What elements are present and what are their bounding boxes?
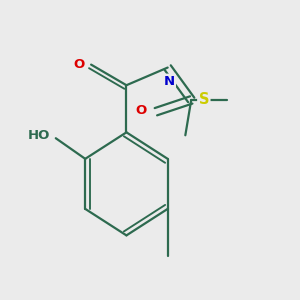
Text: O: O <box>74 58 85 71</box>
Text: N: N <box>164 75 175 88</box>
Text: O: O <box>136 104 147 117</box>
Text: S: S <box>199 92 209 107</box>
Text: N: N <box>164 75 175 88</box>
Text: HO: HO <box>28 129 50 142</box>
Text: O: O <box>136 104 147 117</box>
Text: O: O <box>74 58 85 71</box>
Text: HO: HO <box>28 129 50 142</box>
Text: S: S <box>199 92 209 107</box>
